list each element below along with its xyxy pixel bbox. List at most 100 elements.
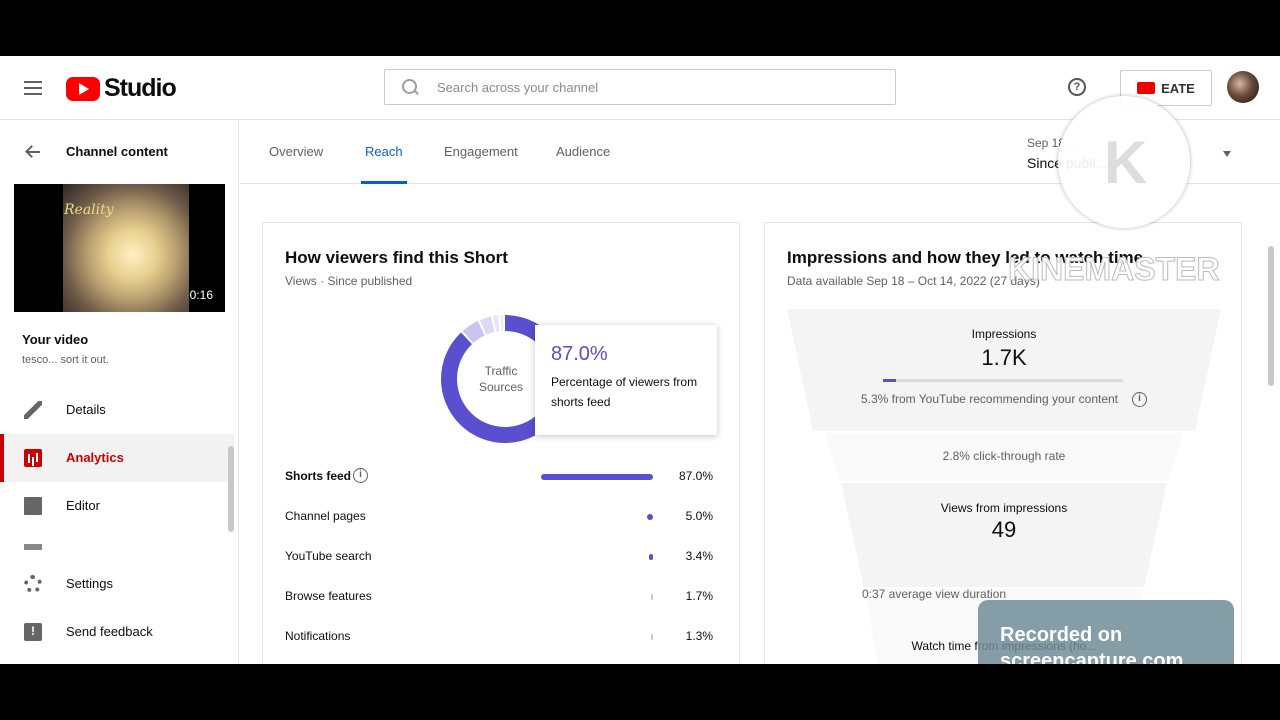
thumbnail-caption: Reality — [64, 202, 114, 218]
sidebar-item-send-feedback[interactable]: Send feedback — [0, 608, 234, 656]
funnel-stage-ctr — [825, 433, 1183, 481]
source-row-browse-features[interactable]: Browse features 1.7% — [285, 587, 713, 607]
source-bar-fill — [650, 594, 653, 600]
studio-window: Studio ? EATE Channel content Reality 0:… — [0, 56, 1280, 664]
top-bar: Studio ? EATE — [0, 56, 1280, 120]
source-label: Notifications — [285, 629, 351, 643]
search-icon — [401, 78, 419, 96]
sidebar-item-editor[interactable]: Editor — [0, 482, 234, 530]
source-percent: 1.7% — [685, 589, 713, 603]
impressions-value: 1.7K — [981, 345, 1027, 370]
chevron-down-icon[interactable] — [1223, 151, 1231, 157]
studio-logo[interactable]: Studio — [66, 74, 177, 103]
analytics-icon — [24, 449, 42, 467]
video-thumbnail[interactable]: Reality 0:16 — [14, 184, 225, 312]
source-percent: 1.3% — [685, 629, 713, 643]
views-from-impressions-value: 49 — [991, 517, 1017, 542]
tab-engagement[interactable]: Engagement — [444, 144, 518, 159]
video-title: tesco... sort it out. — [22, 354, 109, 366]
donut-center-label: Traffic Sources — [471, 363, 531, 395]
kinemaster-watermark: KINEMASTER — [1008, 251, 1221, 288]
hamburger-menu-icon[interactable] — [24, 81, 42, 95]
back-label: Channel content — [66, 144, 168, 159]
main-scrollbar[interactable] — [1268, 246, 1274, 386]
source-percent: 87.0% — [678, 469, 713, 483]
gear-icon — [24, 575, 42, 593]
source-bar — [535, 514, 653, 520]
source-label: Channel pages — [285, 509, 366, 523]
impressions-label: Impressions — [971, 327, 1037, 341]
recorded-on-overlay: Recorded on screencapture.com — [978, 600, 1234, 664]
kinemaster-k-icon: K — [1104, 129, 1148, 196]
help-icon[interactable]: ? — [1068, 78, 1086, 96]
sidebar-scrollbar[interactable] — [228, 446, 234, 532]
donut-tooltip: 87.0% Percentage of viewers from shorts … — [535, 325, 717, 435]
tooltip-value: 87.0% — [551, 343, 608, 365]
thumbnail-image — [63, 184, 189, 312]
sidebar-item-label: Editor — [66, 498, 100, 513]
info-icon[interactable]: i — [353, 468, 368, 483]
source-row-channel-pages[interactable]: Channel pages 5.0% — [285, 507, 713, 527]
sidebar: Channel content Reality 0:16 Your video … — [0, 120, 239, 664]
tooltip-text: Percentage of viewers from shorts feed — [551, 375, 698, 409]
editor-icon — [24, 497, 42, 515]
impressions-funnel: Impressions 1.7K 5.3% from YouTube recom… — [787, 309, 1221, 664]
sidebar-item-settings[interactable]: Settings — [0, 560, 234, 608]
source-row-shorts-feed[interactable]: Shorts feed i 87.0% — [285, 467, 713, 487]
source-label: YouTube search — [285, 549, 372, 563]
feedback-icon — [24, 623, 42, 641]
sidebar-item-label: Settings — [66, 576, 113, 591]
card-title: Impressions and how they led to watch ti… — [787, 248, 1144, 267]
ctr-text: 2.8% click-through rate — [942, 449, 1066, 463]
sidebar-item-analytics[interactable]: Analytics — [0, 434, 234, 482]
sidebar-item-label: Send feedback — [66, 624, 153, 639]
pencil-icon — [24, 401, 42, 419]
source-bar — [535, 634, 653, 640]
recorded-line1: Recorded on — [1000, 624, 1123, 646]
sidebar-item-details[interactable]: Details — [0, 386, 234, 434]
video-camera-icon — [1137, 82, 1156, 94]
views-from-impressions-label: Views from impressions — [940, 501, 1068, 515]
source-percent: 3.4% — [685, 549, 713, 563]
card-title: How viewers find this Short — [285, 248, 508, 267]
your-video-label: Your video — [22, 332, 89, 347]
kinemaster-logo-overlay — [1058, 96, 1190, 228]
source-label: Browse features — [285, 589, 372, 603]
sidebar-item-label: Analytics — [66, 450, 124, 465]
source-bar-fill — [646, 514, 653, 520]
tab-audience[interactable]: Audience — [556, 144, 611, 159]
recommend-progress-fill — [883, 379, 896, 382]
source-label: Shorts feed — [285, 469, 352, 483]
source-bar-fill — [648, 554, 653, 560]
info-icon[interactable]: i — [1132, 392, 1148, 408]
tab-overview[interactable]: Overview — [269, 144, 324, 159]
search-box[interactable] — [384, 69, 896, 105]
back-arrow-icon[interactable] — [25, 144, 41, 160]
video-duration: 0:16 — [189, 288, 213, 302]
source-row-youtube-search[interactable]: YouTube search 3.4% — [285, 547, 713, 567]
source-percent: 5.0% — [685, 509, 713, 523]
create-label: EATE — [1161, 80, 1195, 96]
card-subtitle: Views · Since published — [285, 274, 413, 288]
comments-icon[interactable] — [24, 544, 42, 550]
avg-view-duration-text: 0:37 average view duration — [861, 587, 1007, 601]
donut-label-line2: Sources — [478, 380, 524, 394]
source-bar — [535, 474, 653, 480]
donut-label-line1: Traffic — [484, 364, 518, 378]
recorded-line2: screencapture.com — [1000, 650, 1184, 664]
source-row-notifications[interactable]: Notifications 1.3% — [285, 627, 713, 647]
search-input[interactable] — [437, 79, 857, 95]
funnel-stage-impressions — [787, 309, 1221, 431]
back-to-channel-content[interactable]: Channel content — [0, 140, 239, 164]
card-subtitle: Data available Sep 18 – Oct 14, 2022 (27… — [787, 274, 1040, 288]
avatar[interactable] — [1227, 71, 1259, 103]
recommend-progress-bar — [883, 379, 1123, 382]
logo-text: Studio — [104, 74, 177, 102]
impressions-funnel-card: Impressions and how they led to watch ti… — [764, 222, 1242, 664]
source-bar-fill — [651, 634, 653, 640]
funnel-stage-views — [841, 483, 1167, 587]
source-bar — [535, 594, 653, 600]
tab-reach[interactable]: Reach — [361, 144, 407, 184]
sidebar-item-label: Details — [66, 402, 106, 417]
source-bar-fill — [541, 474, 653, 480]
